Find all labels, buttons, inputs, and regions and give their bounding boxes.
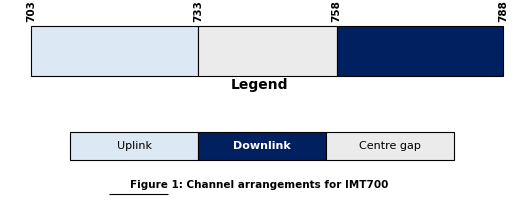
Text: Centre gap: Centre gap bbox=[359, 141, 421, 151]
FancyBboxPatch shape bbox=[31, 26, 198, 76]
Text: 788: 788 bbox=[498, 0, 509, 22]
FancyBboxPatch shape bbox=[198, 26, 337, 76]
Text: 733: 733 bbox=[193, 0, 203, 22]
Text: Legend: Legend bbox=[231, 78, 288, 92]
FancyBboxPatch shape bbox=[326, 132, 454, 160]
Text: Downlink: Downlink bbox=[233, 141, 291, 151]
Text: Figure 1: Channel arrangements for IMT700: Figure 1: Channel arrangements for IMT70… bbox=[130, 180, 389, 190]
Text: Uplink: Uplink bbox=[117, 141, 152, 151]
Text: 703: 703 bbox=[26, 0, 36, 22]
Text: 758: 758 bbox=[332, 0, 342, 22]
FancyBboxPatch shape bbox=[337, 26, 503, 76]
FancyBboxPatch shape bbox=[70, 132, 198, 160]
FancyBboxPatch shape bbox=[198, 132, 326, 160]
